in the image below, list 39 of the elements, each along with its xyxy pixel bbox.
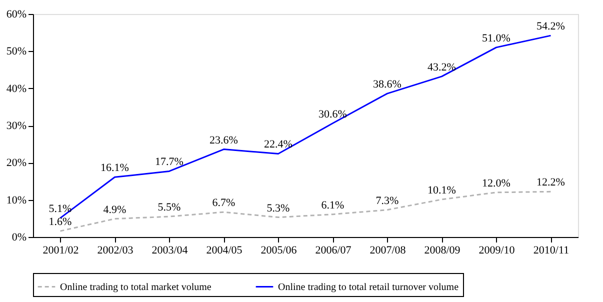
x-tick-label: 2003/04 — [152, 244, 188, 256]
data-label: 17.7% — [155, 156, 184, 168]
data-label: 1.6% — [48, 216, 72, 228]
x-tick-label: 2005/06 — [260, 244, 298, 256]
data-label: 6.1% — [321, 199, 344, 212]
data-label: 7.3% — [376, 194, 399, 207]
x-tick-label: 2007/08 — [370, 244, 406, 256]
x-tick-label: 2008/09 — [424, 244, 461, 256]
legend-label: Online trading to total retail turnover volume — [278, 282, 460, 293]
x-tick-label: 2002/03 — [97, 244, 134, 256]
data-label: 6.7% — [212, 197, 236, 210]
y-tick-label: 10% — [6, 194, 26, 206]
y-tick-label: 60% — [6, 8, 26, 20]
data-label: 43.2% — [428, 61, 456, 74]
x-tick-label: 2001/02 — [42, 244, 79, 256]
data-label: 38.6% — [373, 78, 402, 91]
data-label: 5.3% — [266, 202, 290, 214]
data-label: 12.2% — [536, 176, 565, 189]
legend-label: Online trading to total market volume — [60, 282, 212, 293]
y-tick-label: 40% — [6, 82, 26, 95]
data-label: 12.0% — [482, 177, 510, 190]
data-label: 22.4% — [264, 138, 292, 151]
data-label: 10.1% — [428, 184, 456, 196]
x-tick-label: 2009/10 — [478, 244, 516, 256]
x-tick-label: 2010/11 — [533, 244, 570, 256]
y-tick-label: 50% — [6, 46, 26, 58]
x-tick-label: 2004/05 — [206, 244, 243, 256]
data-label: 23.6% — [210, 134, 238, 146]
data-label: 51.0% — [482, 32, 510, 44]
data-label: 5.5% — [158, 202, 181, 214]
x-tick-label: 2006/07 — [315, 244, 352, 256]
data-label: 16.1% — [100, 162, 129, 174]
data-label: 5.1% — [48, 203, 72, 216]
y-tick-label: 20% — [6, 157, 26, 170]
y-tick-label: 30% — [6, 120, 26, 132]
data-label: 4.9% — [103, 204, 126, 216]
data-label: 30.6% — [318, 108, 347, 120]
y-tick-label: 0% — [12, 232, 26, 244]
data-label: 54.2% — [536, 20, 565, 33]
